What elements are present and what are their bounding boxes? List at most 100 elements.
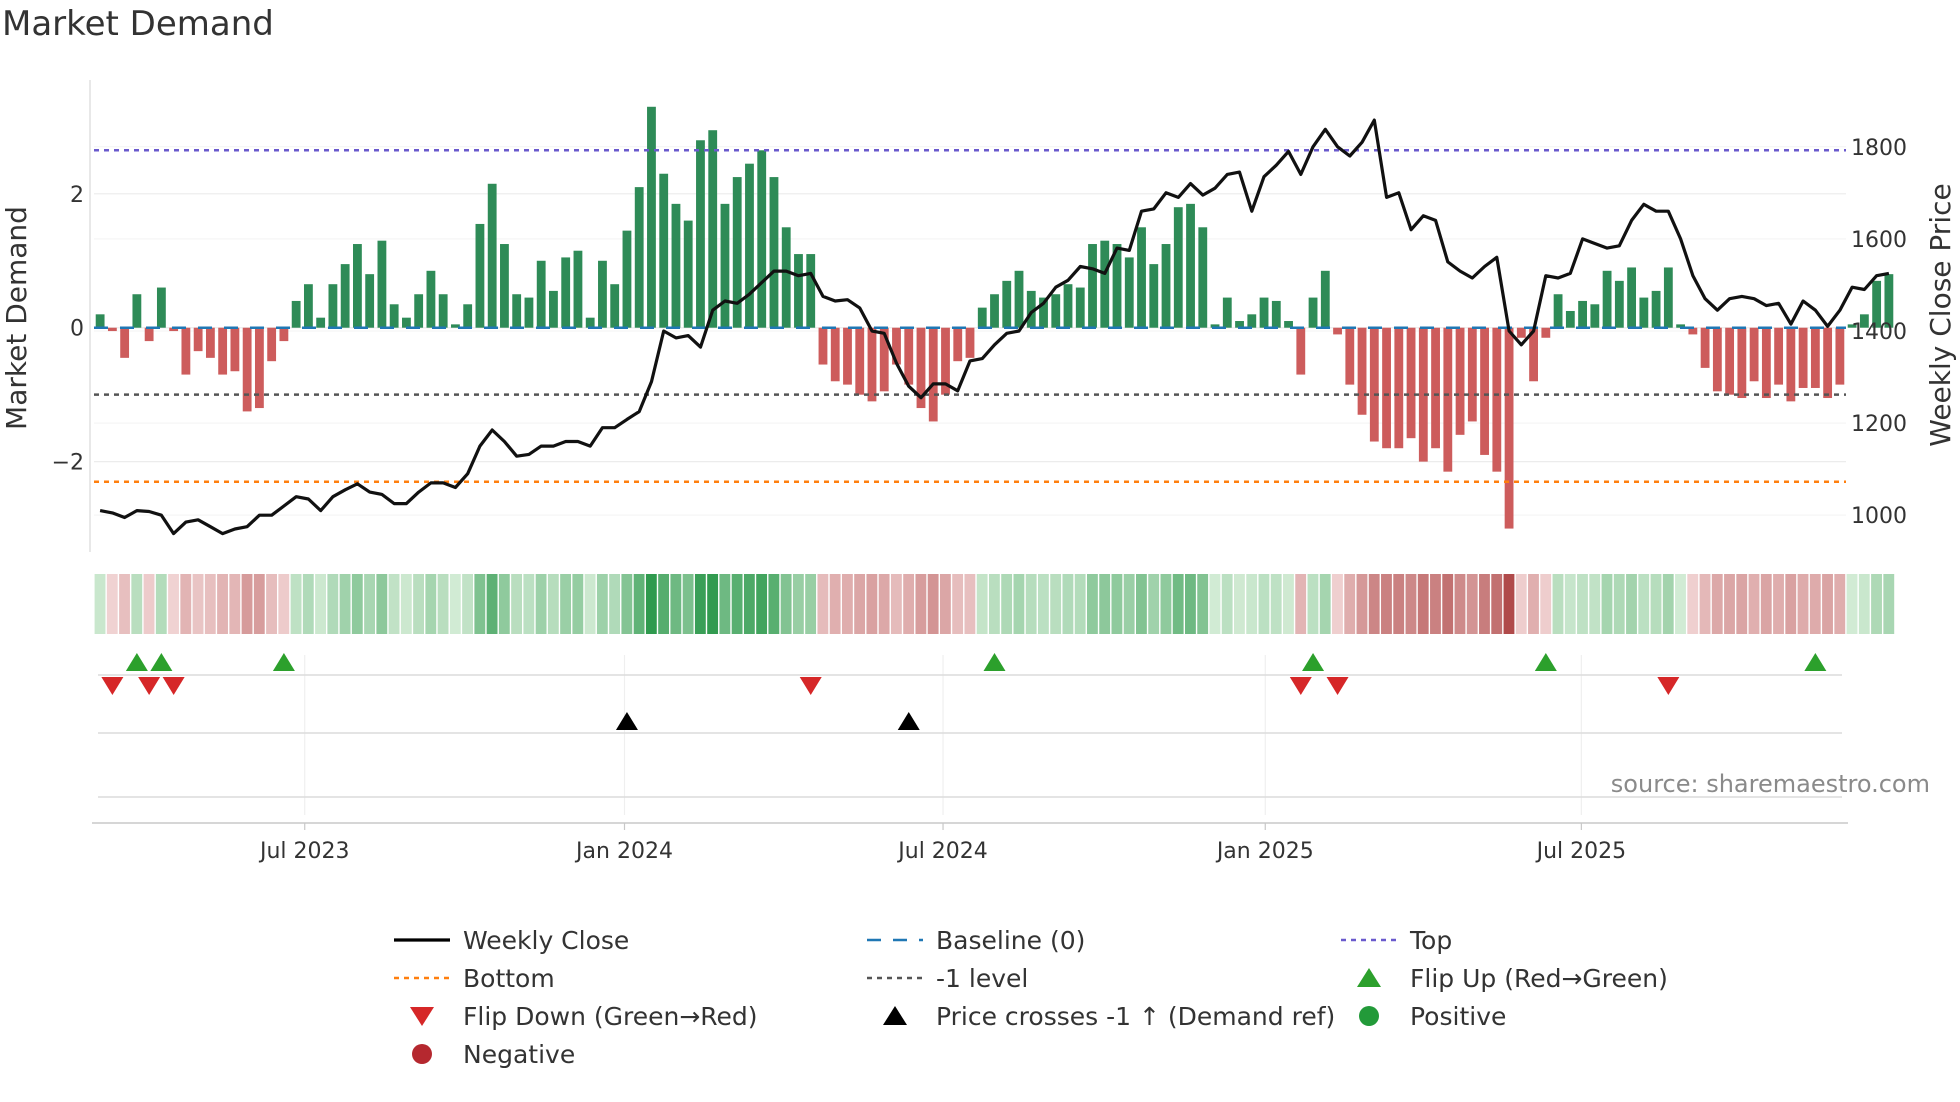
heat-cell: [327, 574, 339, 634]
heat-cell: [1528, 574, 1539, 634]
flip-up-marker: [1534, 653, 1557, 671]
flip-up-marker: [125, 653, 148, 671]
positive-bar: [610, 284, 620, 328]
negative-bar: [1774, 327, 1784, 385]
positive-bar: [745, 163, 754, 328]
flip-down-marker: [138, 677, 161, 695]
heat-cell: [1466, 574, 1478, 634]
y-tick-label: 2: [70, 183, 84, 208]
heat-cell: [1246, 574, 1258, 634]
legend-item: Flip Down (Green→Red): [410, 1002, 758, 1031]
legend-item: Weekly Close: [394, 926, 629, 955]
flip-up-marker: [983, 653, 1006, 671]
heat-cell: [229, 574, 241, 634]
heat-cell: [1344, 574, 1356, 634]
flip-down-marker: [162, 677, 185, 695]
legend-label: Weekly Close: [463, 926, 629, 955]
heat-cell: [388, 574, 400, 634]
heat-cell: [1062, 574, 1074, 634]
positive-bar: [781, 227, 791, 328]
heat-cell: [535, 574, 547, 634]
negative-bar: [953, 327, 963, 362]
flip-up-marker: [150, 653, 173, 671]
heat-cell: [1809, 574, 1821, 634]
legend-circle: [412, 1044, 432, 1064]
positive-bar: [622, 230, 632, 328]
negative-bar: [867, 327, 877, 402]
positive-bar: [353, 244, 362, 328]
legend-circle: [1359, 1006, 1379, 1026]
heat-cell: [841, 574, 853, 634]
legend-label: Positive: [1410, 1002, 1506, 1031]
negative-bar: [218, 327, 228, 375]
negative-bar: [254, 327, 264, 409]
negative-bar: [279, 327, 289, 342]
positive-bar: [1210, 324, 1220, 328]
heat-cell: [1001, 574, 1013, 634]
heat-cell: [1626, 574, 1637, 634]
positive-bar: [1602, 270, 1612, 328]
heat-cell: [988, 574, 1000, 634]
negative-bar: [120, 327, 130, 358]
heat-cell: [547, 574, 559, 634]
heat-cell: [1442, 574, 1454, 634]
positive-bar: [524, 297, 534, 328]
positive-bar: [1590, 304, 1600, 328]
negative-bar: [879, 327, 889, 392]
heat-cell: [1540, 574, 1552, 634]
positive-bar: [1284, 321, 1293, 328]
positive-bar: [536, 260, 546, 328]
heat-cell: [315, 574, 326, 634]
positive-bar: [95, 314, 105, 328]
heat-cell: [266, 574, 277, 634]
negative-bar: [205, 327, 215, 358]
negative-bar: [1382, 327, 1391, 449]
heat-cell: [609, 574, 621, 634]
positive-bar: [671, 203, 681, 328]
negative-bar: [193, 327, 203, 352]
legend: Weekly Close Baseline (0) Top Bottom -1 leve…: [394, 926, 1668, 1069]
positive-bar: [573, 250, 583, 328]
price-cross-marker: [615, 712, 638, 730]
positive-bar: [1161, 244, 1171, 328]
heat-cell: [1564, 574, 1576, 634]
positive-bar: [1075, 287, 1085, 328]
negative-bar: [1504, 327, 1514, 529]
event-marker-panel: [98, 653, 1842, 815]
heat-cell: [645, 574, 657, 634]
heat-cell: [1258, 574, 1270, 634]
positive-bar: [1308, 297, 1318, 328]
legend-item: Flip Up (Red→Green): [1357, 964, 1668, 993]
negative-bar: [181, 327, 191, 375]
source-note: source: sharemaestro.com: [1611, 770, 1930, 798]
positive-bar: [389, 304, 399, 328]
right-y-axis: 1000 1200 1400 1600 1800: [1851, 136, 1907, 529]
positive-bar: [634, 187, 644, 328]
heat-cell: [1736, 574, 1748, 634]
negative-bar: [892, 327, 901, 365]
x-tick-label: Jan 2025: [1215, 839, 1314, 864]
positive-bar: [1271, 300, 1281, 328]
heat-cell: [1711, 574, 1723, 634]
chart-title: Market Demand: [2, 4, 274, 44]
negative-bar: [1418, 327, 1428, 462]
heat-cell: [437, 574, 449, 634]
heat-cell: [217, 574, 228, 634]
heat-cell: [780, 574, 792, 634]
heat-cell: [413, 574, 424, 634]
heat-cell: [1086, 574, 1098, 634]
negative-bar: [916, 327, 926, 409]
heat-cell: [425, 574, 437, 634]
positive-bar: [1627, 267, 1637, 328]
heat-cell: [351, 574, 363, 634]
heat-cell: [1846, 574, 1858, 634]
demand-heat-strip: [94, 574, 1895, 634]
heat-cell: [1662, 574, 1674, 634]
positive-bar: [438, 294, 448, 328]
heat-cell: [1601, 574, 1613, 634]
heat-cell: [1883, 574, 1895, 634]
positive-bar: [1014, 270, 1024, 328]
heat-cell: [903, 574, 915, 634]
heat-cell: [1025, 574, 1037, 634]
heat-cell: [1675, 574, 1686, 634]
